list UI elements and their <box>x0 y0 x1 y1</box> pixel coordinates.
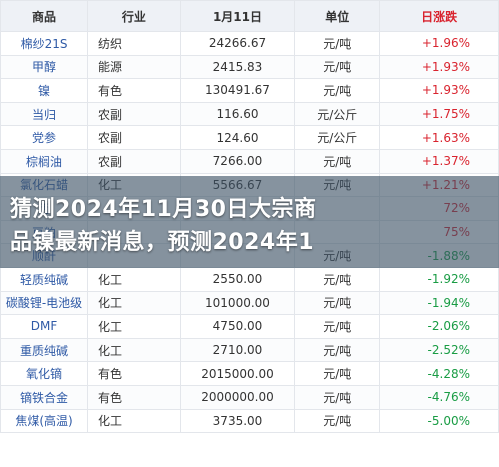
unit-cell: 元/吨 <box>294 384 381 410</box>
industry-cell: 纺织 <box>87 31 181 56</box>
daily-change-cell: -4.76% <box>379 384 499 410</box>
industry-cell: 有色 <box>87 384 181 410</box>
price-cell: 3735.00 <box>179 408 296 434</box>
commodity-name-link[interactable]: DMF <box>0 314 89 339</box>
price-cell: 4750.00 <box>179 314 296 339</box>
price-cell: 116.60 <box>179 101 296 127</box>
price-cell: 2000000.00 <box>179 384 296 410</box>
unit-cell: 元/吨 <box>294 290 381 316</box>
daily-change-cell: -1.94% <box>379 290 499 316</box>
commodity-name-link[interactable]: 棕榈油 <box>0 148 89 174</box>
unit-cell: 元/吨 <box>294 314 381 339</box>
price-cell: 124.60 <box>179 125 296 150</box>
column-header-industry: 行业 <box>87 0 181 32</box>
commodity-name-link[interactable]: 碳酸锂-电池级 <box>0 290 89 316</box>
industry-cell: 农副 <box>87 125 181 150</box>
industry-cell: 化工 <box>87 337 181 363</box>
unit-cell: 元/吨 <box>294 31 381 56</box>
table-row: 镝铁合金 有色 2000000.00 元/吨 -4.76% <box>0 384 499 410</box>
daily-change-cell: +1.75% <box>379 101 499 127</box>
price-cell: 2550.00 <box>179 266 296 292</box>
unit-cell: 元/吨 <box>294 266 381 292</box>
industry-cell: 化工 <box>87 314 181 339</box>
commodity-name-link[interactable]: 当归 <box>0 101 89 127</box>
industry-cell: 化工 <box>87 290 181 316</box>
unit-cell: 元/吨 <box>294 148 381 174</box>
headline-overlay-banner <box>0 176 499 268</box>
daily-change-cell: +1.93% <box>379 54 499 80</box>
unit-cell: 元/公斤 <box>294 125 381 150</box>
table-row: 氧化镝 有色 2015000.00 元/吨 -4.28% <box>0 361 499 386</box>
unit-cell: 元/吨 <box>294 78 381 103</box>
table-row: 当归 农副 116.60 元/公斤 +1.75% <box>0 101 499 127</box>
unit-cell: 元/公斤 <box>294 101 381 127</box>
table-row: 焦煤(高温) 化工 3735.00 元/吨 -5.00% <box>0 408 499 434</box>
table-row: 碳酸锂-电池级 化工 101000.00 元/吨 -1.94% <box>0 290 499 316</box>
price-cell: 101000.00 <box>179 290 296 316</box>
table-row: 轻质纯碱 化工 2550.00 元/吨 -1.92% <box>0 266 499 292</box>
daily-change-cell: -2.06% <box>379 314 499 339</box>
daily-change-cell: -2.52% <box>379 337 499 363</box>
daily-change-cell: +1.63% <box>379 125 499 150</box>
industry-cell: 农副 <box>87 148 181 174</box>
unit-cell: 元/吨 <box>294 408 381 434</box>
price-cell: 130491.67 <box>179 78 296 103</box>
table-row: 棉纱21S 纺织 24266.67 元/吨 +1.96% <box>0 31 499 56</box>
industry-cell: 化工 <box>87 266 181 292</box>
commodity-name-link[interactable]: 焦煤(高温) <box>0 408 89 434</box>
column-header-commodity: 商品 <box>0 0 89 32</box>
commodity-name-link[interactable]: 党参 <box>0 125 89 150</box>
column-header-daily-change: 日涨跌 <box>379 0 499 32</box>
column-header-unit: 单位 <box>294 0 381 32</box>
table-row: 甲醇 能源 2415.83 元/吨 +1.93% <box>0 54 499 80</box>
price-cell: 24266.67 <box>179 31 296 56</box>
commodity-name-link[interactable]: 轻质纯碱 <box>0 266 89 292</box>
price-cell: 7266.00 <box>179 148 296 174</box>
commodity-name-link[interactable]: 镝铁合金 <box>0 384 89 410</box>
table-row: 重质纯碱 化工 2710.00 元/吨 -2.52% <box>0 337 499 363</box>
industry-cell: 能源 <box>87 54 181 80</box>
price-cell: 2710.00 <box>179 337 296 363</box>
price-cell: 2415.83 <box>179 54 296 80</box>
commodity-name-link[interactable]: 甲醇 <box>0 54 89 80</box>
commodity-name-link[interactable]: 重质纯碱 <box>0 337 89 363</box>
industry-cell: 有色 <box>87 361 181 386</box>
table-header-row: 商品 行业 1月11日 单位 日涨跌 <box>0 0 499 32</box>
unit-cell: 元/吨 <box>294 54 381 80</box>
daily-change-cell: -1.92% <box>379 266 499 292</box>
article-headline[interactable]: 猜测2024年11月30日大宗商 品镍最新消息，预测2024年1 <box>10 193 499 265</box>
commodity-name-link[interactable]: 棉纱21S <box>0 31 89 56</box>
commodity-name-link[interactable]: 氧化镝 <box>0 361 89 386</box>
daily-change-cell: +1.37% <box>379 148 499 174</box>
headline-line-1: 猜测2024年11月30日大宗商 <box>10 197 317 222</box>
daily-change-cell: -5.00% <box>379 408 499 434</box>
industry-cell: 有色 <box>87 78 181 103</box>
industry-cell: 化工 <box>87 408 181 434</box>
headline-line-2: 品镍最新消息，预测2024年1 <box>10 230 315 255</box>
table-row: DMF 化工 4750.00 元/吨 -2.06% <box>0 314 499 339</box>
price-cell: 2015000.00 <box>179 361 296 386</box>
daily-change-cell: -4.28% <box>379 361 499 386</box>
table-row: 镍有色 130491.67 元/吨 +1.93% <box>0 78 499 103</box>
daily-change-cell: +1.96% <box>379 31 499 56</box>
column-header-date: 1月11日 <box>179 0 296 32</box>
commodity-name-link[interactable]: 镍 <box>0 78 89 103</box>
table-row: 党参 农副 124.60 元/公斤 +1.63% <box>0 125 499 150</box>
daily-change-cell: +1.93% <box>379 78 499 103</box>
unit-cell: 元/吨 <box>294 337 381 363</box>
table-row: 棕榈油 农副 7266.00 元/吨 +1.37% <box>0 148 499 174</box>
unit-cell: 元/吨 <box>294 361 381 386</box>
industry-cell: 农副 <box>87 101 181 127</box>
